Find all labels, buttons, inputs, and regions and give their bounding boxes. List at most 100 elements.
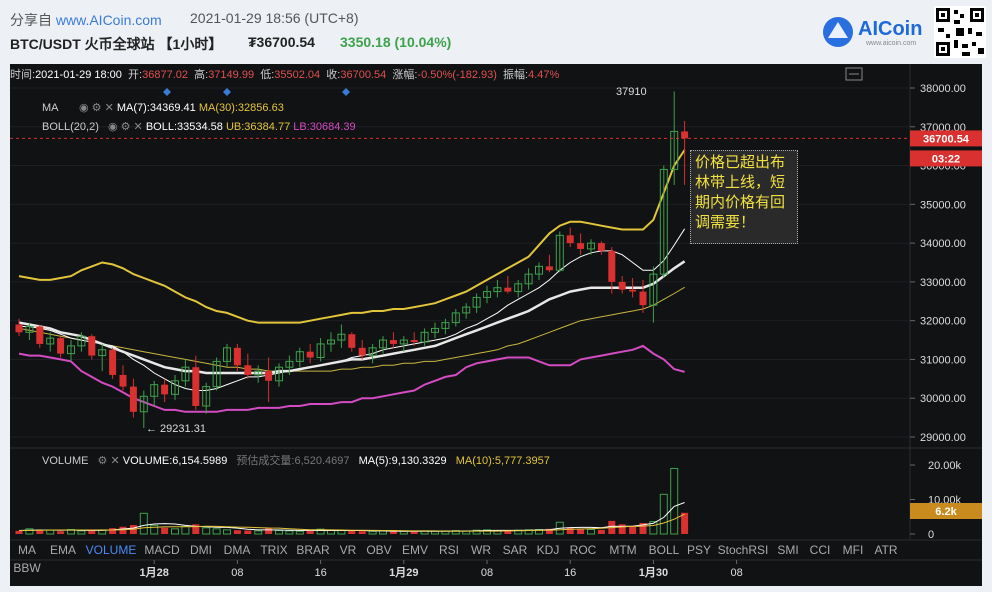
close-icon[interactable]: ✕ [133, 121, 143, 133]
volume-bar [681, 512, 689, 534]
candle-body [389, 340, 397, 344]
event-markers [163, 88, 350, 96]
x-tick-label: 16 [314, 567, 326, 579]
volume-bar [306, 530, 314, 534]
candle [109, 347, 117, 379]
candle [472, 293, 481, 313]
candle [399, 336, 408, 352]
indicator-tab-wr[interactable]: WR [471, 543, 491, 557]
volume-bar [150, 524, 159, 535]
indicator-tab-emv[interactable]: EMV [401, 543, 428, 557]
indicator-tab-macd[interactable]: MACD [144, 543, 180, 557]
candle-body [524, 273, 533, 285]
indicator-tab-volume[interactable]: VOLUME [85, 543, 137, 557]
y-tick-label: 30000.00 [920, 393, 966, 405]
candle [368, 343, 377, 364]
indicator-tab-stochrsi[interactable]: StochRSI [717, 543, 769, 557]
candle [587, 239, 595, 255]
volume-bar [629, 526, 637, 534]
indicator-tab-obv[interactable]: OBV [366, 543, 392, 557]
indicator-tab-atr[interactable]: ATR [874, 543, 898, 557]
candle [504, 276, 512, 294]
indicator-tab-boll[interactable]: BOLL [648, 543, 680, 557]
volume-tag: 6.2k [935, 506, 957, 518]
aicoin-logo-icon [823, 17, 853, 47]
indicator-tab-trix[interactable]: TRIX [260, 543, 288, 557]
x-axis: 1月28 08 16 1月29 08 16 1月30 08 [140, 560, 743, 579]
close-icon[interactable]: ✕ [110, 455, 120, 467]
candle [275, 363, 283, 387]
timestamp: 2021-01-29 18:56 (UTC+8) [190, 10, 359, 26]
volume-bar [36, 529, 44, 534]
volume-bar [77, 530, 86, 535]
volume-bar [545, 528, 553, 534]
ma30-value: MA(30):32856.63 [198, 102, 284, 114]
volume-ma-lines [18, 502, 685, 532]
indicator-tab-kdj[interactable]: KDJ [536, 543, 560, 557]
candle [451, 309, 460, 327]
indicator-tab-cci[interactable]: CCI [809, 543, 831, 557]
candle-body [212, 360, 221, 388]
indicator-tab-sar[interactable]: SAR [502, 543, 528, 557]
candle [358, 340, 366, 360]
candle [535, 262, 543, 280]
event-marker-icon[interactable] [223, 88, 231, 96]
candle [597, 241, 605, 255]
indicator-tab-mfi[interactable]: MFI [842, 543, 864, 557]
indicator-tab-rsi[interactable]: RSI [438, 543, 459, 557]
indicator-tab-dma[interactable]: DMA [223, 543, 251, 557]
volume-bar [285, 530, 294, 535]
candle-body [265, 371, 273, 381]
indicator-tab-dmi[interactable]: DMI [190, 543, 212, 557]
gear-icon[interactable]: ⚙ [91, 102, 102, 114]
close-icon[interactable]: ✕ [104, 102, 114, 114]
candle [202, 382, 211, 414]
volume-bar [587, 529, 595, 535]
indicator-tab-ema[interactable]: EMA [49, 543, 76, 557]
event-marker-icon[interactable] [163, 88, 171, 96]
boll-lb-line [18, 344, 685, 413]
chart-panel [10, 64, 982, 586]
candle [348, 332, 356, 352]
lb-value: LB:30684.39 [293, 121, 356, 133]
indicator-tab-mtm[interactable]: MTM [609, 543, 637, 557]
indicator-tab-bbw[interactable]: BBW [13, 561, 41, 575]
qr-code-icon [934, 6, 986, 58]
candle-body [109, 349, 117, 375]
candles [15, 91, 689, 429]
indicator-tab-ma[interactable]: MA [18, 543, 36, 557]
fullscreen-icon[interactable] [845, 67, 863, 81]
event-marker-icon[interactable] [342, 88, 350, 96]
eye-icon[interactable]: ◉ [78, 102, 89, 114]
indicator-tab-psy[interactable]: PSY [686, 543, 711, 557]
gear-icon[interactable]: ⚙ [97, 455, 108, 467]
candle-body [139, 395, 148, 413]
gear-icon[interactable]: ⚙ [120, 121, 131, 133]
boll-ub-line [18, 149, 686, 324]
candle [67, 340, 75, 362]
indicator-tab-roc[interactable]: ROC [569, 543, 597, 557]
candle [566, 227, 574, 247]
eye-icon[interactable]: ◉ [107, 121, 118, 133]
candle [223, 343, 231, 368]
candle [25, 322, 34, 341]
volume-bar [265, 527, 273, 534]
y-tick-label: 38000.00 [920, 83, 966, 95]
ma-legend: MA ◉ ⚙ ✕ MA(7):34369.41 MA(30):32856.63 [42, 101, 284, 114]
share-site-link[interactable]: www.AICoin.com [55, 12, 162, 28]
indicator-tab-smi[interactable]: SMI [777, 543, 799, 557]
y-tick-label: 35000.00 [920, 199, 966, 211]
volume-bar [618, 524, 626, 534]
ma7-line [19, 228, 686, 391]
volume-bar [368, 530, 377, 535]
candle-body [555, 234, 564, 271]
candle-body [306, 351, 314, 358]
close-label: 收: [326, 69, 341, 81]
indicator-tab-vr[interactable]: VR [339, 543, 357, 557]
candle [98, 343, 107, 372]
open-label: 开: [128, 69, 143, 81]
indicator-tab-brar[interactable]: BRAR [296, 543, 330, 557]
volume-bar [161, 527, 169, 534]
chg-label: 涨幅: [392, 69, 418, 81]
volume-tag-bg [910, 503, 982, 519]
